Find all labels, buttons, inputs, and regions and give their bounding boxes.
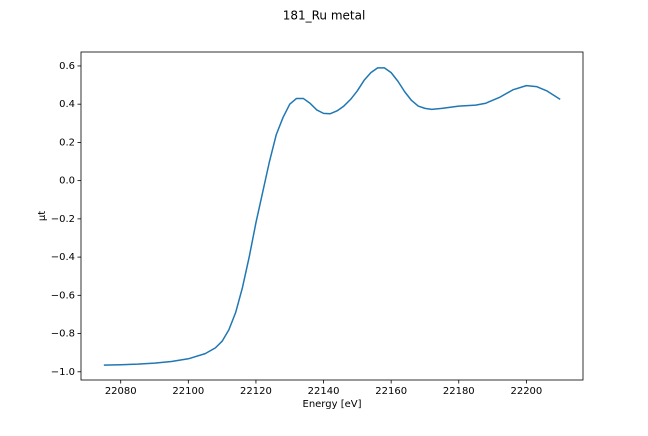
x-tick-label: 22160: [375, 386, 407, 397]
x-tick-label: 22100: [172, 386, 204, 397]
y-tick-label: 0.4: [59, 99, 75, 110]
y-tick-label: −0.6: [51, 290, 75, 301]
y-tick-label: −1.0: [51, 367, 75, 378]
y-tick-label: 0.6: [59, 61, 75, 72]
chart-title: 181_Ru metal: [283, 9, 366, 23]
y-tick-label: −0.4: [51, 252, 75, 263]
y-tick-label: 0.0: [59, 176, 75, 187]
y-tick-label: −0.2: [51, 214, 75, 225]
x-tick-label: 22080: [105, 386, 137, 397]
y-axis-label: μt: [37, 211, 48, 221]
axes-frame: [80, 51, 584, 381]
x-tick-label: 22120: [240, 386, 272, 397]
data-line: [103, 67, 561, 366]
x-tick-label: 22200: [510, 386, 542, 397]
y-tick-label: 0.2: [59, 137, 75, 148]
x-axis-label: Energy [eV]: [303, 399, 362, 410]
x-tick-label: 22140: [308, 386, 340, 397]
y-tick-label: −0.8: [51, 329, 75, 340]
x-tick-label: 22180: [443, 386, 475, 397]
